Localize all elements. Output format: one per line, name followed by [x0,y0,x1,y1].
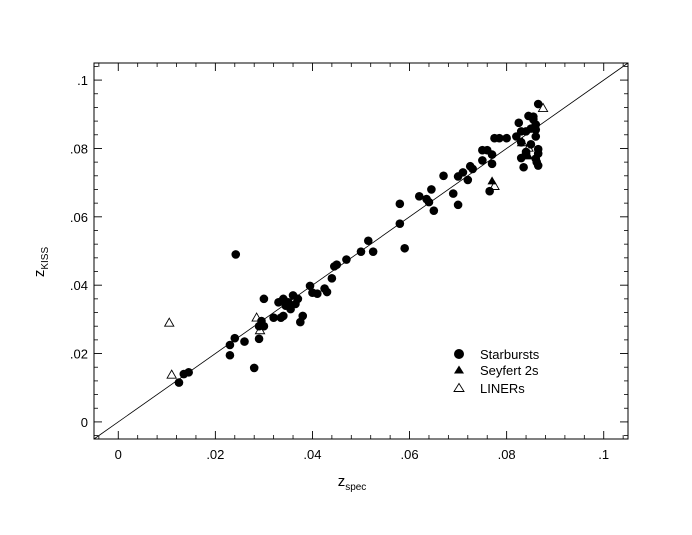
starburst-point [395,219,405,228]
starburst-point [485,186,494,196]
starburst-point [254,334,264,344]
liner-point [254,324,266,335]
starburst-point [458,168,468,177]
starburst-point [259,294,269,304]
x-tick-label: .1 [598,447,609,462]
starburst-point [332,260,342,269]
legend-label-starbursts: Starbursts [480,347,540,362]
x-tick-label: .02 [206,447,224,462]
starburst-point [305,281,315,291]
starburst-point [293,294,303,304]
starburst-point [453,200,463,210]
starburst-point [519,162,528,172]
starburst-point [174,378,184,387]
starburst-point [526,140,536,149]
x-axis-title: zspec [338,473,367,493]
starburst-point [531,120,541,129]
starburst-point [283,297,293,307]
x-tick-label: .04 [303,447,321,462]
seyfert-point [523,151,534,160]
liner-point [166,369,178,379]
y-tick-label: .02 [70,347,88,362]
starburst-point [502,133,511,143]
starburst-point [231,250,241,259]
liner-point [537,102,549,113]
starburst-point [448,189,458,198]
starburst-point [225,340,235,350]
legend-label-liners: LINERs [480,381,525,396]
starburst-point [225,350,235,360]
y-tick-label: .06 [70,210,88,225]
y-axis-title: zKISS [31,247,51,278]
x-axis-title-main: z [338,473,346,490]
liner-point [489,180,500,190]
starburst-point [368,247,378,256]
starburst-point [322,287,332,297]
y-tick-label: .1 [77,73,88,88]
x-tick-label: .08 [498,447,516,462]
liner-point [251,312,263,322]
starburst-point [529,112,538,121]
liner-point [516,136,528,147]
starburst-point [269,313,278,322]
x-tick-label: .06 [401,447,419,462]
y-axis-title-sub: KISS [40,247,51,270]
starburst-point [533,99,543,109]
starburst-point [495,133,504,143]
legend: Starbursts Seyfert 2s LINERs [453,347,540,396]
starburst-point [342,255,351,264]
starburst-point [478,156,487,165]
starburst-point [531,132,541,141]
tick-marks [94,63,628,439]
starburst-point [313,289,322,299]
y-tick-label: .08 [70,141,88,156]
starburst-point [427,185,436,194]
starburst-point [487,159,497,169]
starburst-point [356,247,366,256]
starburst-point [439,171,448,181]
starburst-point [424,197,434,207]
liner-point [163,317,175,327]
legend-marker-starbursts [454,349,464,359]
x-axis-title-sub: spec [345,482,366,493]
starburst-point [327,274,337,283]
starburst-point [414,192,424,201]
starburst-point [279,311,288,321]
starburst-point [514,118,524,128]
starburst-point [463,175,473,185]
starburst-point [533,149,543,158]
tick-labels: 0 .02 .04 .06 .08 .1 0 .02 .04 .06 .08 .1 [70,73,609,462]
y-axis-title-main: z [31,270,48,278]
starburst-point [298,311,308,321]
legend-marker-seyfert [454,365,464,374]
starburst-point [429,206,439,215]
starburst-point [184,368,193,377]
starburst-point [249,363,259,373]
starburst-point [230,333,240,343]
starburst-point [363,236,373,246]
starburst-point [240,337,249,346]
legend-marker-liners [453,382,465,392]
x-tick-label: 0 [115,447,122,462]
starburst-point [533,161,543,170]
legend-label-seyfert: Seyfert 2s [480,363,539,378]
y-tick-label: .04 [70,278,88,293]
starburst-point [400,243,409,253]
data-points [163,99,549,387]
starburst-point [259,321,269,331]
starburst-point [487,150,497,159]
y-tick-label: 0 [81,415,88,430]
plot-frame [93,62,629,440]
starburst-point [468,164,477,174]
starburst-point [395,199,405,209]
liner-point [523,142,534,152]
